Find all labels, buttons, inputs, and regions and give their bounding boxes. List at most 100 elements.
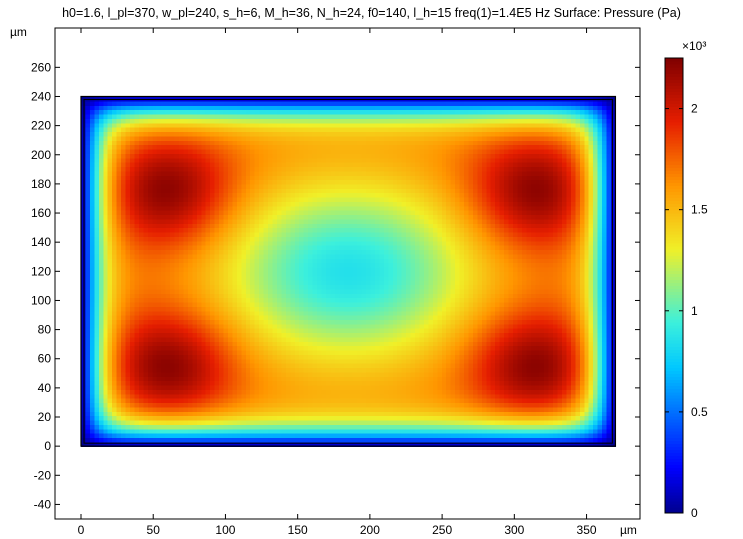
heatmap-cell <box>223 153 229 159</box>
heatmap-cell <box>308 175 314 181</box>
heatmap-cell <box>134 140 140 146</box>
heatmap-cell <box>94 393 100 399</box>
heatmap-cell <box>143 192 149 198</box>
heatmap-cell <box>352 275 358 281</box>
heatmap-cell <box>196 411 202 417</box>
heatmap-cell <box>223 406 229 412</box>
heatmap-cell <box>317 319 323 325</box>
heatmap-cell <box>321 441 327 447</box>
heatmap-cell <box>268 140 274 146</box>
heatmap-cell <box>334 127 340 133</box>
heatmap-cell <box>303 428 309 434</box>
heatmap-cell <box>165 148 171 154</box>
heatmap-cell <box>107 310 113 316</box>
heatmap-cell <box>170 236 176 242</box>
heatmap-cell <box>299 135 305 141</box>
heatmap-cell <box>187 175 193 181</box>
heatmap-cell <box>219 402 225 408</box>
heatmap-cell <box>103 205 109 211</box>
heatmap-cell <box>112 205 118 211</box>
heatmap-cell <box>348 135 354 141</box>
heatmap-cell <box>98 275 104 281</box>
heatmap-cell <box>308 323 314 329</box>
heatmap-cell <box>268 113 274 119</box>
heatmap-cell <box>129 363 136 369</box>
heatmap-cell <box>232 140 238 146</box>
heatmap-cell <box>308 428 314 434</box>
heatmap-cell <box>103 437 109 443</box>
heatmap-cell <box>250 100 256 106</box>
heatmap-cell <box>183 402 189 408</box>
heatmap-cell <box>303 424 309 430</box>
heatmap-cell <box>299 253 305 259</box>
heatmap-cell <box>89 345 95 351</box>
heatmap-cell <box>129 240 136 246</box>
heatmap-cell <box>121 266 127 272</box>
heatmap-cell <box>339 358 345 364</box>
heatmap-cell <box>85 406 91 412</box>
heatmap-cell <box>89 319 95 325</box>
heatmap-cell <box>201 433 207 439</box>
heatmap-cell <box>227 105 234 111</box>
heatmap-cell <box>201 301 207 307</box>
heatmap-cell <box>183 380 189 386</box>
heatmap-cell <box>285 367 291 373</box>
heatmap-cell <box>196 157 202 163</box>
heatmap-cell <box>129 210 136 216</box>
heatmap-cell <box>294 253 300 259</box>
heatmap-cell <box>192 437 198 443</box>
heatmap-cell <box>129 433 136 439</box>
heatmap-cell <box>245 310 251 316</box>
heatmap-cell <box>308 153 314 159</box>
heatmap-cell <box>143 419 149 425</box>
heatmap-cell <box>259 393 265 399</box>
heatmap-cell <box>250 406 256 412</box>
heatmap-cell <box>170 100 176 106</box>
heatmap-cell <box>254 354 260 360</box>
heatmap-cell <box>210 210 216 216</box>
heatmap-cell <box>308 127 314 133</box>
heatmap-cell <box>325 280 331 286</box>
heatmap-cell <box>138 131 144 137</box>
heatmap-cell <box>259 140 265 146</box>
heatmap-cell <box>205 315 211 320</box>
heatmap-cell <box>152 419 158 425</box>
heatmap-cell <box>152 354 158 360</box>
heatmap-cell <box>299 402 305 408</box>
heatmap-cell <box>299 301 305 307</box>
heatmap-cell <box>116 349 122 355</box>
heatmap-cell <box>281 328 287 334</box>
heatmap-cell <box>156 306 162 312</box>
heatmap-cell <box>339 144 345 150</box>
heatmap-cell <box>98 428 104 434</box>
heatmap-cell <box>321 415 327 421</box>
heatmap-cell <box>103 162 109 168</box>
heatmap-cell <box>107 280 113 286</box>
heatmap-cell <box>348 140 354 146</box>
heatmap-cell <box>272 188 278 194</box>
heatmap-cell <box>103 349 109 355</box>
heatmap-cell <box>250 223 256 229</box>
heatmap-cell <box>174 336 180 342</box>
heatmap-cell <box>210 293 216 299</box>
heatmap-cell <box>94 162 100 168</box>
heatmap-cell <box>170 214 176 220</box>
heatmap-cell <box>205 288 211 294</box>
heatmap-cell <box>116 258 122 264</box>
heatmap-cell <box>317 140 323 146</box>
heatmap-cell <box>325 389 331 395</box>
heatmap-cell <box>245 188 251 194</box>
heatmap-cell <box>170 201 176 207</box>
heatmap-cell <box>343 415 349 421</box>
heatmap-cell <box>317 231 323 237</box>
heatmap-cell <box>268 170 274 176</box>
heatmap-cell <box>321 148 327 154</box>
heatmap-cell <box>94 363 100 369</box>
heatmap-cell <box>263 153 269 159</box>
heatmap-cell <box>272 105 278 111</box>
heatmap-cell <box>285 162 291 168</box>
heatmap-cell <box>241 166 247 172</box>
heatmap-cell <box>187 332 193 338</box>
heatmap-cell <box>352 415 358 421</box>
heatmap-cell <box>201 384 207 390</box>
